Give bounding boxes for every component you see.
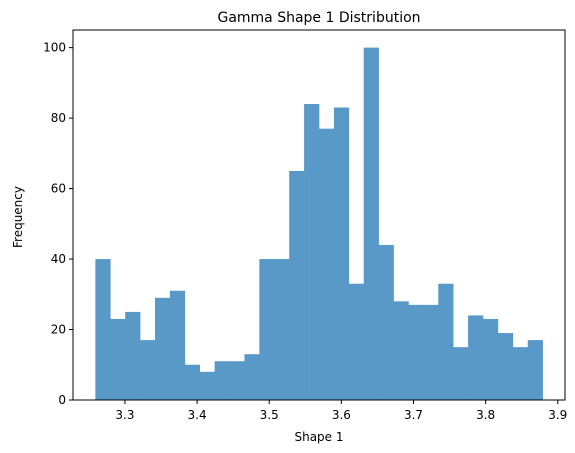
bars-group (95, 47, 543, 401)
chart-title: Gamma Shape 1 Distribution (217, 10, 420, 26)
y-tick-label: 20 (51, 323, 66, 337)
histogram-bar (244, 354, 260, 400)
histogram-bar (125, 311, 141, 400)
histogram-bar (184, 364, 201, 400)
histogram-bar (363, 47, 379, 400)
histogram-bar (95, 259, 111, 400)
x-tick-label: 3.6 (332, 408, 351, 422)
histogram-bar (155, 297, 171, 400)
histogram-bar (214, 361, 230, 400)
histogram-bar (304, 104, 320, 400)
histogram-bar (259, 259, 275, 400)
plot-frame (72, 29, 566, 401)
histogram-bar (468, 315, 484, 400)
histogram-bar (408, 304, 424, 400)
x-tick-label: 3.7 (404, 408, 423, 422)
histogram-bar (319, 128, 335, 400)
histogram-bar (393, 301, 409, 400)
histogram-bar (527, 340, 543, 400)
histogram-bar (483, 318, 499, 400)
histogram-bar (438, 283, 454, 400)
y-tick-label: 80 (51, 111, 66, 125)
histogram-bar (348, 283, 365, 400)
histogram-bar (453, 347, 469, 400)
y-tick-label: 60 (51, 182, 66, 196)
x-axis-ticks: 3.3 3.4 3.5 3.6 3.7 3.8 3.9 (115, 400, 567, 422)
histogram-bar (512, 347, 529, 400)
y-axis-label: Frequency (11, 186, 25, 248)
x-tick-label: 3.8 (476, 408, 495, 422)
x-axis-label: Shape 1 (294, 430, 343, 444)
y-axis-ticks: 0 20 40 60 80 100 (43, 41, 73, 407)
histogram-bar (289, 170, 305, 400)
histogram-bar (333, 107, 350, 401)
y-tick-label: 40 (51, 252, 66, 266)
x-tick-label: 3.9 (548, 408, 567, 422)
x-tick-label: 3.3 (115, 408, 134, 422)
histogram-bar (199, 371, 215, 400)
histogram-bar (140, 340, 156, 400)
y-tick-label: 100 (43, 41, 66, 55)
histogram-bar (110, 318, 126, 400)
histogram-bar (229, 361, 245, 400)
histogram-bar (497, 333, 514, 400)
histogram-bar (423, 304, 439, 400)
histogram-bar (169, 290, 186, 400)
x-tick-label: 3.5 (260, 408, 279, 422)
histogram-bar (274, 259, 290, 400)
y-tick-label: 0 (58, 393, 66, 407)
x-tick-label: 3.4 (188, 408, 207, 422)
histogram-bar (378, 244, 394, 400)
